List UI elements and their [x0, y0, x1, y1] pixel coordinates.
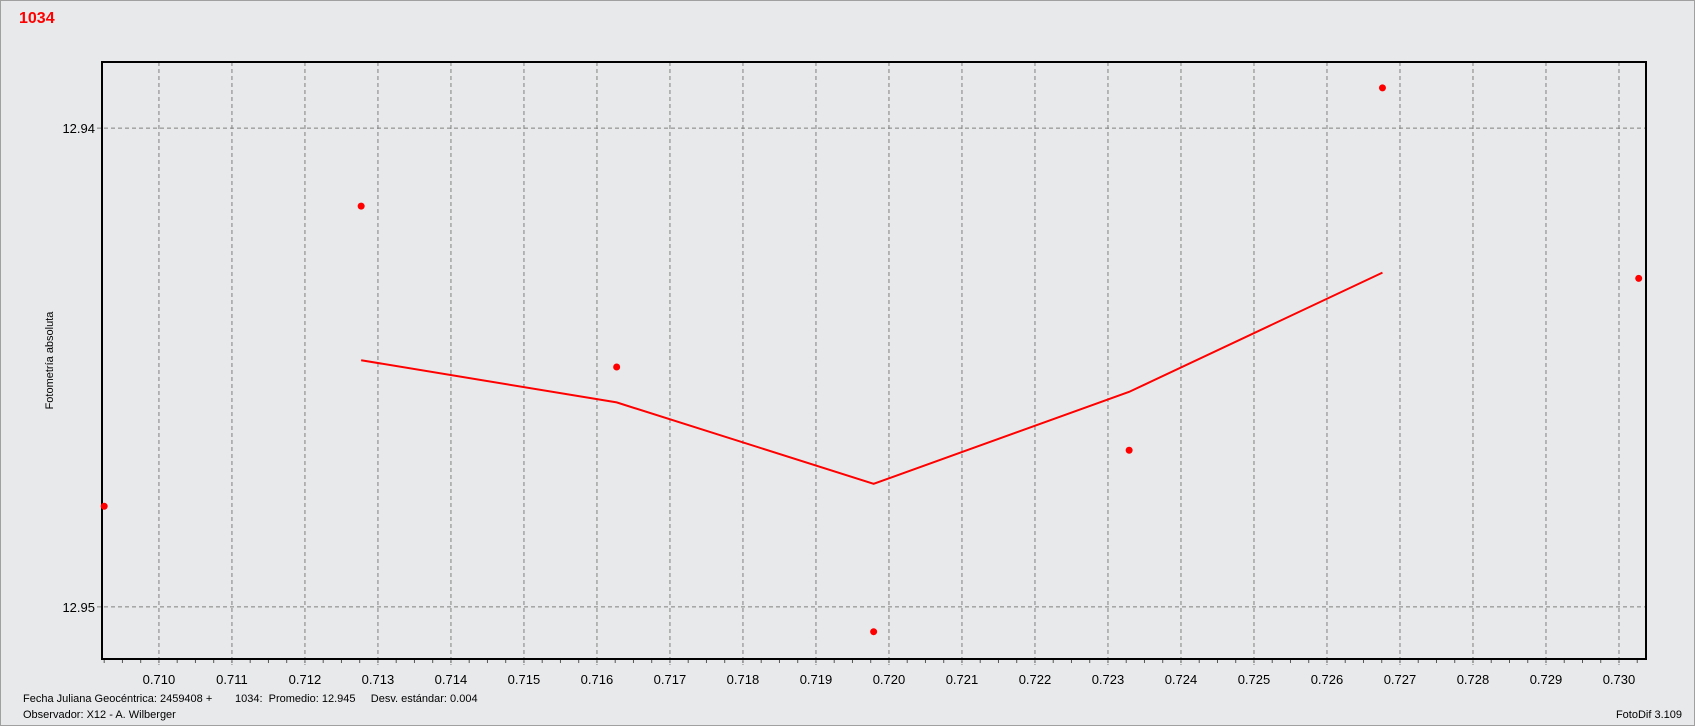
- x-tick-label: 0.710: [143, 672, 176, 687]
- y-tick-label: 12.94: [62, 121, 95, 136]
- plot-frame: [101, 61, 1647, 660]
- x-tick-label: 0.717: [654, 672, 687, 687]
- x-tick-label: 0.722: [1019, 672, 1052, 687]
- x-tick-label: 0.729: [1530, 672, 1563, 687]
- y-tick-label: 12.95: [62, 600, 95, 615]
- data-point: [870, 628, 878, 636]
- x-tick-label: 0.711: [216, 672, 248, 687]
- y-axis-label: Fotometría absoluta: [44, 311, 56, 410]
- data-point: [100, 502, 108, 510]
- x-tick-label: 0.725: [1238, 672, 1271, 687]
- x-tick-label: 0.724: [1165, 672, 1198, 687]
- data-point: [1378, 84, 1386, 92]
- data-point: [357, 202, 365, 210]
- version-label: FotoDif 3.109: [1615, 709, 1682, 721]
- x-tick-label: 0.712: [289, 672, 322, 687]
- mean-line: [360, 271, 1383, 485]
- observer-label: Observador: X12 - A. Wilberger: [23, 709, 176, 721]
- date-label: Fecha Juliana Geocéntrica: 2459408 +: [23, 693, 213, 705]
- x-tick-label: 0.730: [1603, 672, 1636, 687]
- x-tick-label: 0.713: [362, 672, 395, 687]
- x-tick-label: 0.720: [873, 672, 906, 687]
- x-tick-label: 0.728: [1457, 672, 1490, 687]
- data-point: [1125, 446, 1133, 454]
- stats-label: 1034: Promedio: 12.945 Desv. estándar: 0…: [235, 693, 478, 705]
- x-tick-label: 0.721: [946, 672, 979, 687]
- chart-title: 1034: [19, 10, 55, 27]
- x-tick-label: 0.723: [1092, 672, 1125, 687]
- x-tick-label: 0.726: [1311, 672, 1344, 687]
- x-tick-label: 0.727: [1384, 672, 1417, 687]
- x-tick-label: 0.718: [727, 672, 760, 687]
- x-tick-label: 0.715: [508, 672, 541, 687]
- data-point: [613, 363, 621, 371]
- x-tick-label: 0.714: [435, 672, 468, 687]
- data-point: [1635, 274, 1643, 282]
- x-tick-label: 0.719: [800, 672, 833, 687]
- x-tick-label: 0.716: [581, 672, 614, 687]
